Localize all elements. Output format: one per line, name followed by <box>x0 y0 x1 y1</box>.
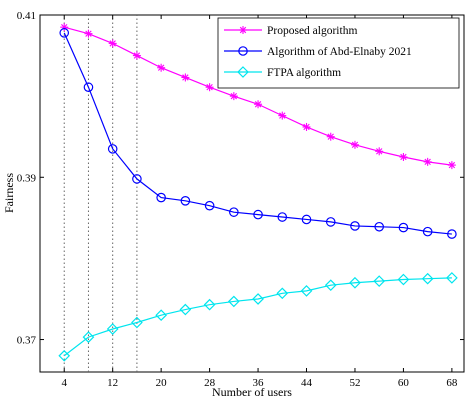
legend-label: Proposed algorithm <box>267 25 357 37</box>
data-point <box>84 29 93 38</box>
x-tick-label: 68 <box>446 377 458 389</box>
x-axis: 4 12 20 28 36 44 52 60 68 <box>61 15 458 389</box>
data-point <box>349 276 361 289</box>
data-point <box>132 51 141 60</box>
data-point <box>107 144 118 154</box>
data-point <box>180 196 191 206</box>
x-tick-label: 12 <box>107 377 118 389</box>
data-point <box>423 157 432 166</box>
data-point <box>157 63 166 72</box>
data-point <box>277 212 288 222</box>
y-tick-label: 0.39 <box>17 172 37 184</box>
legend-marker <box>239 26 247 34</box>
y-tick-label: 0.37 <box>17 335 37 347</box>
data-point <box>132 174 142 184</box>
data-point <box>83 82 94 93</box>
data-point <box>253 209 263 220</box>
data-point <box>302 122 311 131</box>
data-point <box>374 221 384 232</box>
vertical-guides <box>63 15 138 372</box>
data-point <box>58 349 71 362</box>
data-point <box>324 279 337 292</box>
data-point <box>446 272 458 284</box>
data-point <box>204 200 215 211</box>
data-point <box>156 192 166 203</box>
x-tick-label: 20 <box>156 377 168 389</box>
data-point <box>131 316 143 329</box>
x-axis-label: Number of users <box>212 385 292 399</box>
data-point <box>205 83 214 92</box>
data-point <box>399 152 408 161</box>
data-point <box>373 275 386 287</box>
data-point <box>447 229 457 239</box>
data-point <box>300 285 313 297</box>
data-point <box>229 207 239 217</box>
y-axis-label: Fairness <box>2 173 16 213</box>
series-markers <box>58 23 458 362</box>
data-point <box>179 303 192 316</box>
series-line <box>63 277 452 357</box>
x-tick-label: 52 <box>349 377 360 389</box>
x-tick-label: 36 <box>253 377 265 389</box>
data-point <box>203 298 216 311</box>
data-point <box>106 323 119 335</box>
data-point <box>447 161 456 170</box>
y-tick-label: 0.41 <box>17 10 36 22</box>
legend-label: Algorithm of Abd-Elnaby 2021 <box>267 46 412 58</box>
data-point <box>325 217 336 227</box>
x-tick-label: 28 <box>204 377 216 389</box>
legend-marker <box>238 46 248 56</box>
data-point <box>108 39 117 48</box>
data-point <box>301 214 312 225</box>
data-point <box>397 273 410 286</box>
data-point <box>421 272 434 285</box>
data-point <box>252 293 264 305</box>
x-tick-label: 44 <box>301 377 313 389</box>
x-tick-label: 60 <box>398 377 410 389</box>
legend-label: FTPA algorithm <box>267 67 341 79</box>
data-point <box>422 226 433 237</box>
data-point <box>181 73 190 82</box>
data-point <box>350 221 360 231</box>
data-point <box>254 100 263 109</box>
data-point <box>276 287 289 300</box>
data-point <box>227 295 240 308</box>
data-point <box>59 28 70 38</box>
legend-marker <box>237 66 249 78</box>
y-axis: 0.37 0.39 0.41 <box>17 10 464 347</box>
data-point <box>229 92 238 101</box>
x-tick-label: 4 <box>61 377 67 389</box>
data-point <box>398 222 409 233</box>
legend: Proposed algorithm Algorithm of Abd-Elnab… <box>217 17 460 89</box>
series-line <box>63 32 452 235</box>
data-point <box>375 147 384 156</box>
data-point <box>155 309 167 322</box>
data-point <box>350 140 359 149</box>
data-point <box>278 111 287 120</box>
data-point <box>326 132 335 141</box>
data-point <box>82 331 95 343</box>
